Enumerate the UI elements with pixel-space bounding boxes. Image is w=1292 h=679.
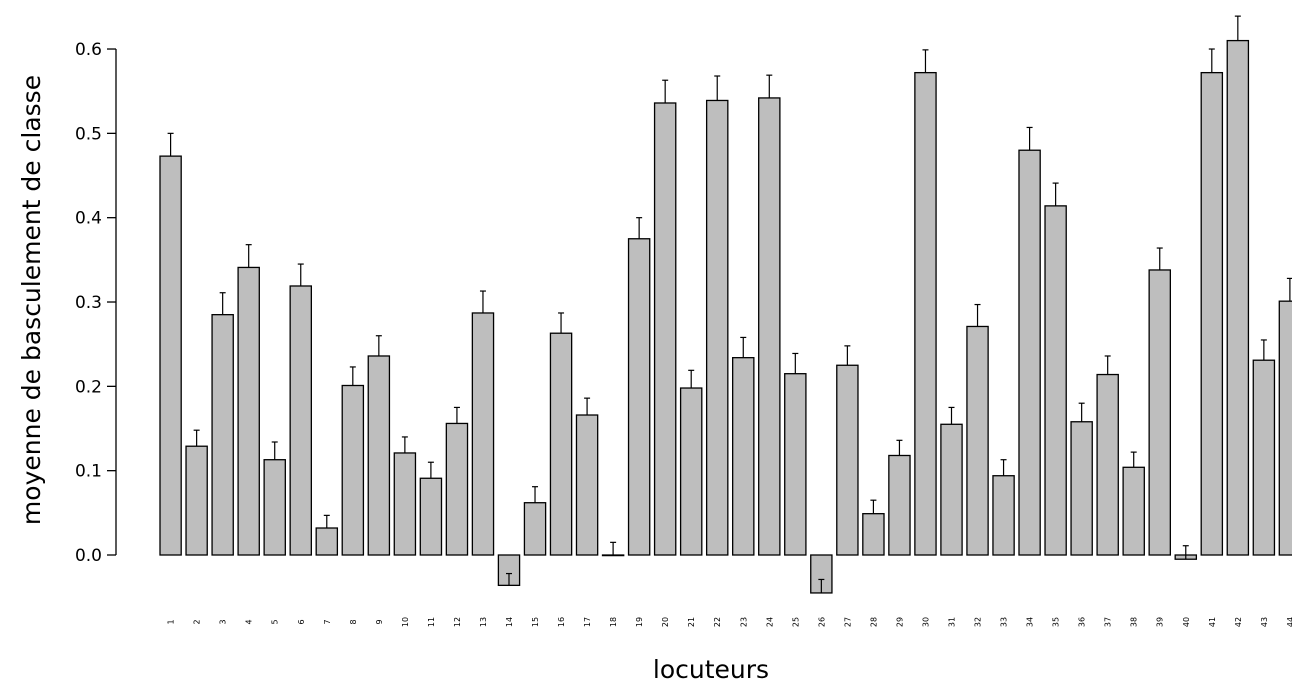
y-axis-label: moyenne de basculement de classe xyxy=(17,75,46,525)
bar-30 xyxy=(914,71,937,556)
bar-4 xyxy=(237,266,260,556)
x-tick-label: 18 xyxy=(609,617,618,627)
bar-41 xyxy=(1200,71,1224,556)
x-tick-label: 32 xyxy=(974,617,983,627)
bars-group xyxy=(159,15,1292,594)
x-tick-label: 6 xyxy=(297,619,306,624)
x-tick-label: 5 xyxy=(271,619,280,624)
bar-29 xyxy=(888,454,911,556)
x-tick-label: 37 xyxy=(1104,617,1113,627)
y-tick-label: 0.2 xyxy=(75,377,102,397)
x-tick-label: 9 xyxy=(375,619,384,624)
x-tick-label: 4 xyxy=(245,619,254,624)
x-tick-label: 17 xyxy=(583,617,592,627)
x-tick-label: 19 xyxy=(635,617,644,627)
x-tick-label: 1 xyxy=(167,619,176,624)
x-tick-label: 14 xyxy=(505,617,514,627)
bar-13 xyxy=(471,312,495,556)
x-tick-label: 23 xyxy=(739,617,748,627)
bar-34 xyxy=(1018,149,1041,556)
x-tick-label: 30 xyxy=(921,617,930,627)
x-tick-label: 12 xyxy=(453,617,462,627)
x-tick-labels: 1 2 3 4 5 6 7 8 9 10 11 12 13 14 15 16 17 18 19 20 21 22 23 24 2… xyxy=(167,617,1292,627)
bar-5 xyxy=(263,459,286,556)
bar-44 xyxy=(1278,300,1292,556)
x-tick-label: 10 xyxy=(401,617,410,627)
bar-42 xyxy=(1226,39,1250,556)
x-tick-label: 16 xyxy=(557,617,566,627)
x-tick-label: 43 xyxy=(1260,617,1269,627)
x-tick-label: 36 xyxy=(1078,617,1087,627)
bar-17 xyxy=(575,414,599,556)
x-tick-label: 38 xyxy=(1130,617,1139,627)
bar-18 xyxy=(601,554,625,557)
bar-11 xyxy=(419,477,443,556)
bar-31 xyxy=(940,423,963,556)
x-tick-label: 28 xyxy=(869,617,878,627)
x-tick-label: 24 xyxy=(765,617,774,627)
bar-24 xyxy=(758,97,781,556)
x-tick-label: 15 xyxy=(531,617,540,627)
x-tick-label: 31 xyxy=(948,617,957,627)
bar-28 xyxy=(862,513,885,556)
x-tick-label: 42 xyxy=(1234,617,1243,627)
y-tick-label: 0.4 xyxy=(75,209,102,229)
bar-7 xyxy=(315,527,339,556)
y-tick-label: 0.3 xyxy=(75,293,102,313)
y-tick-label: 0.5 xyxy=(75,124,102,144)
x-tick-label: 22 xyxy=(713,617,722,627)
bar-21 xyxy=(679,387,703,556)
bar-9 xyxy=(367,355,391,556)
x-tick-label: 11 xyxy=(427,617,436,627)
bar-20 xyxy=(653,102,677,556)
x-tick-label: 3 xyxy=(219,619,228,624)
bar-10 xyxy=(393,452,417,556)
x-tick-label: 25 xyxy=(791,617,800,627)
x-tick-label: 13 xyxy=(479,617,488,627)
x-tick-label: 40 xyxy=(1182,617,1191,627)
x-tick-label: 21 xyxy=(687,617,696,627)
bar-43 xyxy=(1252,359,1276,556)
x-tick-label: 39 xyxy=(1156,617,1165,627)
x-tick-label: 41 xyxy=(1208,617,1217,627)
bar-32 xyxy=(966,325,989,556)
bar-19 xyxy=(627,238,651,556)
x-tick-label: 35 xyxy=(1052,617,1061,627)
x-axis-label: locuteurs xyxy=(653,655,769,679)
bar-23 xyxy=(732,357,755,556)
x-tick-label: 29 xyxy=(895,617,904,627)
bar-22 xyxy=(705,99,729,556)
bar-27 xyxy=(836,364,859,556)
bar-37 xyxy=(1096,373,1119,556)
bar-36 xyxy=(1070,421,1093,556)
x-tick-label: 8 xyxy=(349,619,358,624)
bar-39 xyxy=(1148,269,1171,556)
bar-25 xyxy=(784,373,807,556)
x-tick-label: 2 xyxy=(193,619,202,624)
bar-8 xyxy=(341,384,365,556)
bar-15 xyxy=(523,502,547,556)
bar-33 xyxy=(992,475,1015,556)
y-tick-label: 0.6 xyxy=(75,40,102,60)
bar-3 xyxy=(211,314,234,556)
bar-16 xyxy=(549,332,573,556)
x-tick-label: 7 xyxy=(323,619,332,624)
x-tick-label: 26 xyxy=(817,617,826,627)
bar-38 xyxy=(1122,466,1145,556)
x-tick-label: 34 xyxy=(1026,617,1035,627)
x-tick-label: 33 xyxy=(1000,617,1009,627)
bar-1 xyxy=(159,155,182,556)
y-tick-label: 0.1 xyxy=(75,462,102,482)
y-axis: 0.0 0.1 0.2 0.3 0.4 0.5 0.6 xyxy=(75,40,117,566)
y-tick-label: 0.0 xyxy=(75,546,102,566)
bar-6 xyxy=(289,285,312,556)
x-tick-label: 20 xyxy=(661,617,670,627)
x-tick-label: 27 xyxy=(843,617,852,627)
x-tick-label: 44 xyxy=(1286,617,1292,627)
bar-2 xyxy=(185,445,208,556)
bar-12 xyxy=(445,422,469,556)
bar-35 xyxy=(1044,205,1067,556)
